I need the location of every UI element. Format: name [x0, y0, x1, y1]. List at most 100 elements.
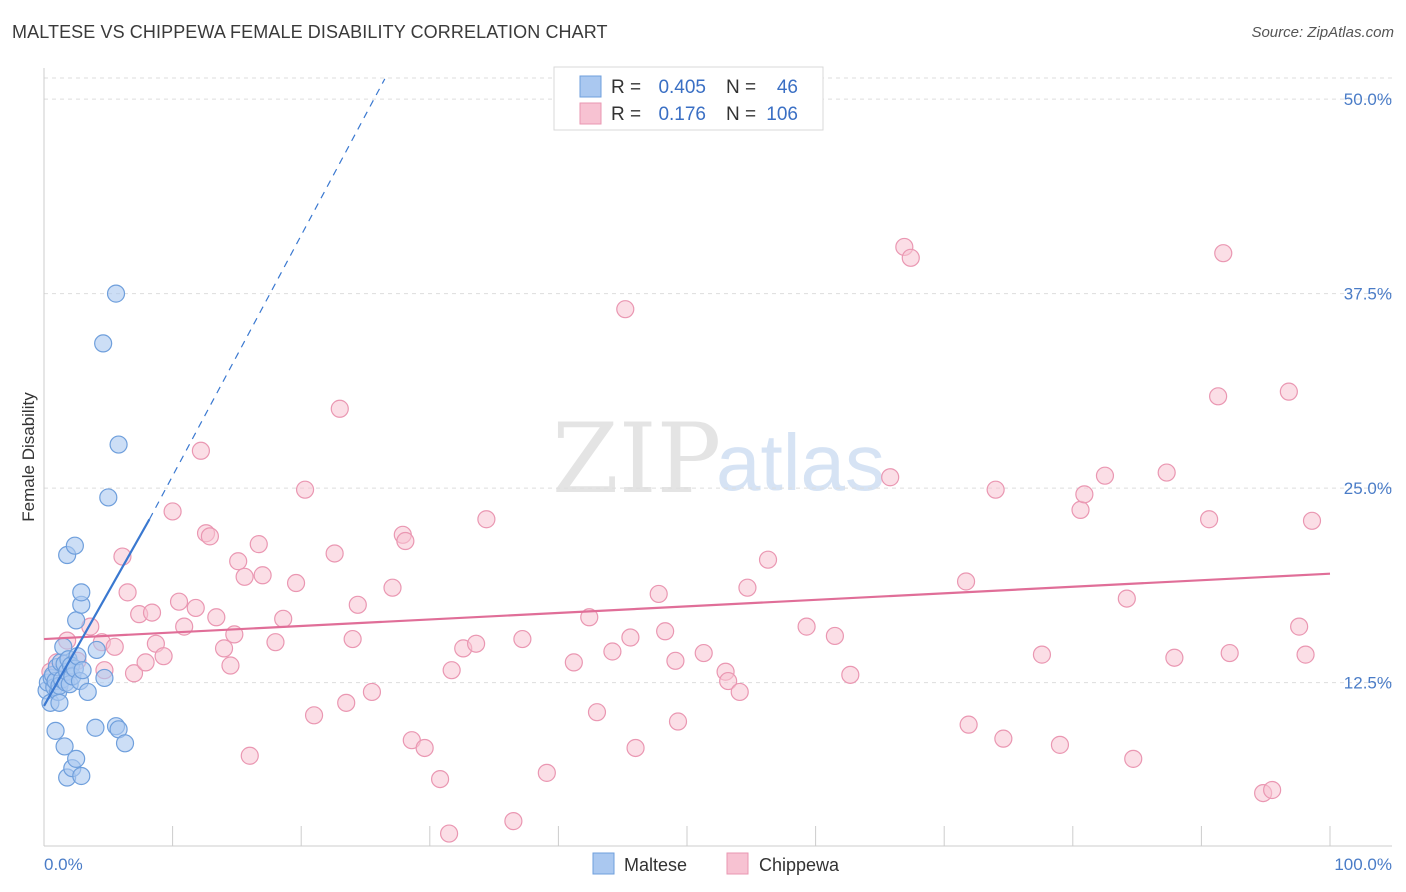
chippewa-point: [477, 510, 496, 529]
chippewa-point: [1209, 387, 1228, 406]
chippewa-point: [537, 763, 556, 782]
chippewa-point: [1050, 735, 1070, 754]
chippewa-point: [105, 637, 124, 656]
chippewa-point: [221, 656, 240, 675]
chippewa-point: [1095, 466, 1115, 485]
maltese-r-label: R =: [611, 77, 641, 98]
chippewa-n-label: N =: [726, 104, 756, 125]
chippewa-point: [1117, 589, 1136, 608]
chippewa-point: [959, 715, 978, 734]
chippewa-point: [207, 608, 226, 627]
chippewa-point: [253, 566, 272, 585]
x-tick-label-max: 100.0%: [1334, 855, 1392, 874]
chippewa-point: [1263, 780, 1282, 800]
y-tick-labels: 12.5% 25.0% 37.5% 50.0%: [1344, 90, 1392, 693]
chippewa-point: [304, 706, 324, 725]
chippewa-point: [249, 535, 268, 554]
chippewa-point: [1200, 510, 1219, 529]
y-tick-label: 37.5%: [1344, 285, 1392, 304]
chippewa-point: [295, 480, 315, 499]
maltese-point: [109, 435, 128, 454]
chippewa-point: [1290, 617, 1309, 636]
chippewa-point: [430, 769, 450, 789]
chippewa-series-swatch: [726, 852, 749, 875]
watermark: ZIP atlas: [552, 403, 885, 515]
chippewa-point: [901, 248, 920, 267]
maltese-r-value: 0.405: [658, 77, 706, 98]
chippewa-point: [240, 746, 259, 765]
chippewa-point: [825, 626, 844, 646]
chippewa-point: [616, 300, 635, 319]
maltese-series-swatch: [592, 852, 615, 875]
maltese-n-value: 46: [777, 77, 798, 98]
chippewa-point: [986, 480, 1005, 499]
trend-lines: [43, 78, 1331, 707]
chippewa-point: [266, 633, 285, 652]
chippewa-point: [343, 629, 362, 649]
chippewa-point: [758, 550, 778, 569]
chippewa-point: [603, 642, 622, 661]
source-label: Source: ZipAtlas.com: [1251, 24, 1394, 41]
chippewa-trend-line: [43, 572, 1331, 641]
maltese-point: [78, 682, 97, 702]
chippewa-point: [362, 682, 382, 702]
chippewa-r-value: 0.176: [658, 104, 706, 125]
chippewa-point: [621, 628, 640, 647]
grid-lines: [44, 77, 1392, 684]
chippewa-point: [325, 544, 344, 563]
chippewa-n-value: 106: [766, 104, 798, 125]
maltese-points: [37, 284, 135, 787]
chippewa-point: [163, 502, 182, 521]
stats-legend: R = 0.405 N = 46 R = 0.176 N = 106: [553, 66, 824, 131]
maltese-point: [106, 284, 126, 303]
chippewa-point: [466, 634, 486, 653]
chippewa-point: [580, 608, 599, 627]
y-tick-label: 50.0%: [1344, 90, 1392, 109]
maltese-point: [67, 749, 86, 768]
chippewa-point: [274, 609, 293, 628]
chippewa-point: [142, 603, 162, 622]
chippewa-point: [797, 617, 816, 636]
y-tick-label: 12.5%: [1344, 674, 1392, 693]
chippewa-point: [442, 661, 461, 680]
y-tick-label: 25.0%: [1344, 479, 1392, 498]
chippewa-point: [626, 738, 645, 758]
chippewa-point: [330, 399, 349, 418]
chippewa-points: [41, 237, 1322, 843]
chippewa-point: [235, 567, 254, 586]
maltese-point: [55, 737, 74, 756]
chippewa-point: [730, 682, 749, 702]
chippewa-r-label: R =: [611, 104, 641, 125]
x-tick-marks: [172, 826, 1331, 846]
chippewa-point: [1165, 648, 1184, 667]
chippewa-point: [136, 653, 155, 672]
chippewa-point: [513, 629, 532, 649]
chippewa-point: [191, 441, 210, 460]
chippewa-point: [668, 712, 688, 731]
chippewa-point: [1214, 244, 1233, 263]
chippewa-point: [1032, 645, 1052, 664]
chippewa-point: [118, 583, 137, 602]
maltese-point: [86, 718, 105, 737]
chippewa-point: [415, 738, 434, 758]
chippewa-legend-swatch: [579, 102, 602, 125]
chippewa-point: [1220, 643, 1239, 663]
series-legend: Maltese Chippewa: [592, 852, 840, 875]
chippewa-series-label: Chippewa: [759, 855, 840, 875]
chippewa-point: [229, 552, 248, 571]
chippewa-point: [1157, 463, 1176, 482]
maltese-trend-extension: [148, 78, 386, 520]
chippewa-point: [1279, 382, 1298, 401]
chippewa-point: [186, 598, 205, 618]
chippewa-point: [348, 595, 367, 614]
maltese-point: [73, 661, 92, 680]
maltese-trend-line: [43, 518, 151, 707]
chippewa-point: [337, 693, 356, 712]
maltese-series-label: Maltese: [624, 855, 687, 875]
chippewa-point: [1124, 749, 1143, 768]
chippewa-point: [564, 653, 583, 672]
maltese-point: [99, 488, 118, 507]
chippewa-point: [881, 468, 900, 487]
chippewa-point: [841, 665, 860, 684]
chippewa-point: [649, 584, 668, 604]
